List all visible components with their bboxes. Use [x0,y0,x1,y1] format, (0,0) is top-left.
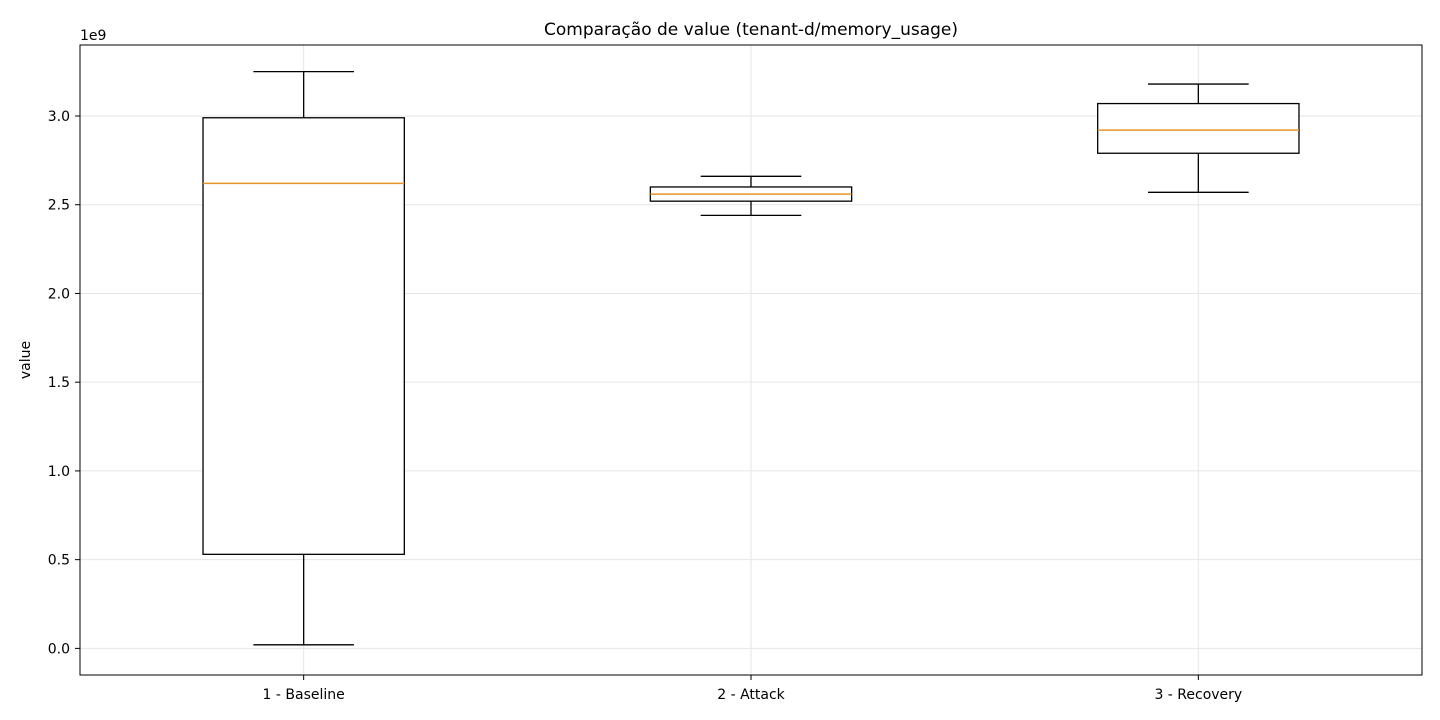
box-2 [649,175,853,217]
iqr-box [1097,102,1300,154]
y-tick-label: 2.0 [48,286,70,302]
boxes [202,70,1300,646]
y-axis-label: value [18,341,34,379]
x-tick-label: 2 - Attack [717,687,785,703]
y-tick-label: 1.5 [48,375,70,391]
box-1 [202,70,405,646]
box-3 [1097,83,1300,193]
y-axis-multiplier-label: 1e9 [80,28,106,44]
y-tick-label: 1.0 [48,464,70,480]
y-tick-label: 0.5 [48,553,70,569]
y-tick-label: 0.0 [48,641,70,657]
x-tick-label: 1 - Baseline [263,687,345,703]
iqr-box [202,117,405,555]
plot-frame [79,44,1423,676]
y-tick-label: 2.5 [48,198,70,214]
x-tick-label: 3 - Recovery [1154,687,1242,703]
chart-title: Comparação de value (tenant-d/memory_usa… [544,20,958,40]
axis-ticks: 0.0 0.5 1.0 1.5 2.0 2.5 3.0 1 - Baseline 2 - Att… [48,109,1242,703]
y-tick-label: 3.0 [48,109,70,125]
